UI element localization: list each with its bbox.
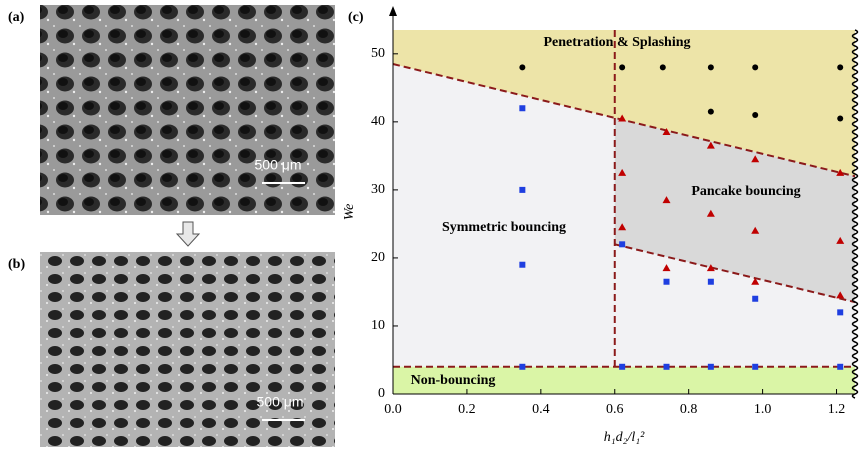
x-tick-label: 0.2 [458, 402, 476, 417]
x-tick-label: 0.6 [606, 402, 624, 417]
figure: (a) 500 μm (b) 500 μm (c) 0 10 20 30 40 50 0.0… [0, 0, 867, 450]
x-tick-label: 0.0 [384, 402, 402, 417]
point [664, 364, 670, 370]
scale-text: 500 μm [257, 394, 304, 410]
point [752, 296, 758, 302]
x-tick-label: 0.4 [532, 402, 550, 417]
annotation: Penetration & Splashing [543, 35, 690, 50]
y-axis-label: We [342, 204, 357, 221]
point [752, 64, 758, 70]
arrow [177, 222, 199, 246]
point [708, 364, 714, 370]
y-tick-label: 20 [371, 250, 385, 265]
point [837, 364, 843, 370]
annotation: Symmetric bouncing [442, 220, 566, 235]
y-tick-label: 0 [378, 386, 385, 401]
point [660, 64, 666, 70]
point [837, 64, 843, 70]
point [837, 115, 843, 121]
point [619, 364, 625, 370]
point [619, 64, 625, 70]
x-tick-label: 1.0 [754, 402, 772, 417]
point [519, 105, 525, 111]
x-tick-label: 1.2 [828, 402, 846, 417]
y-tick-label: 50 [371, 46, 385, 61]
y-tick-label: 40 [371, 114, 385, 129]
annotation: Non-bouncing [411, 373, 496, 388]
y-tick-label: 30 [371, 182, 385, 197]
x-tick-label: 0.8 [680, 402, 698, 417]
panel-label: (c) [348, 10, 364, 25]
point [708, 109, 714, 115]
scale-text: 500 μm [255, 157, 302, 173]
point [519, 364, 525, 370]
point [708, 279, 714, 285]
point [752, 364, 758, 370]
panel-label: (b) [8, 257, 25, 272]
axis-arrow [389, 6, 397, 16]
point [519, 187, 525, 193]
point [752, 112, 758, 118]
panel-label: (a) [8, 10, 25, 25]
point [708, 64, 714, 70]
point [519, 262, 525, 268]
x-axis-label: h₁d₂/l₁² [604, 430, 645, 445]
point [619, 241, 625, 247]
annotation: Pancake bouncing [691, 184, 800, 199]
sem-image [40, 252, 335, 447]
y-tick-label: 10 [371, 318, 385, 333]
point [519, 64, 525, 70]
point [837, 309, 843, 315]
point [664, 279, 670, 285]
